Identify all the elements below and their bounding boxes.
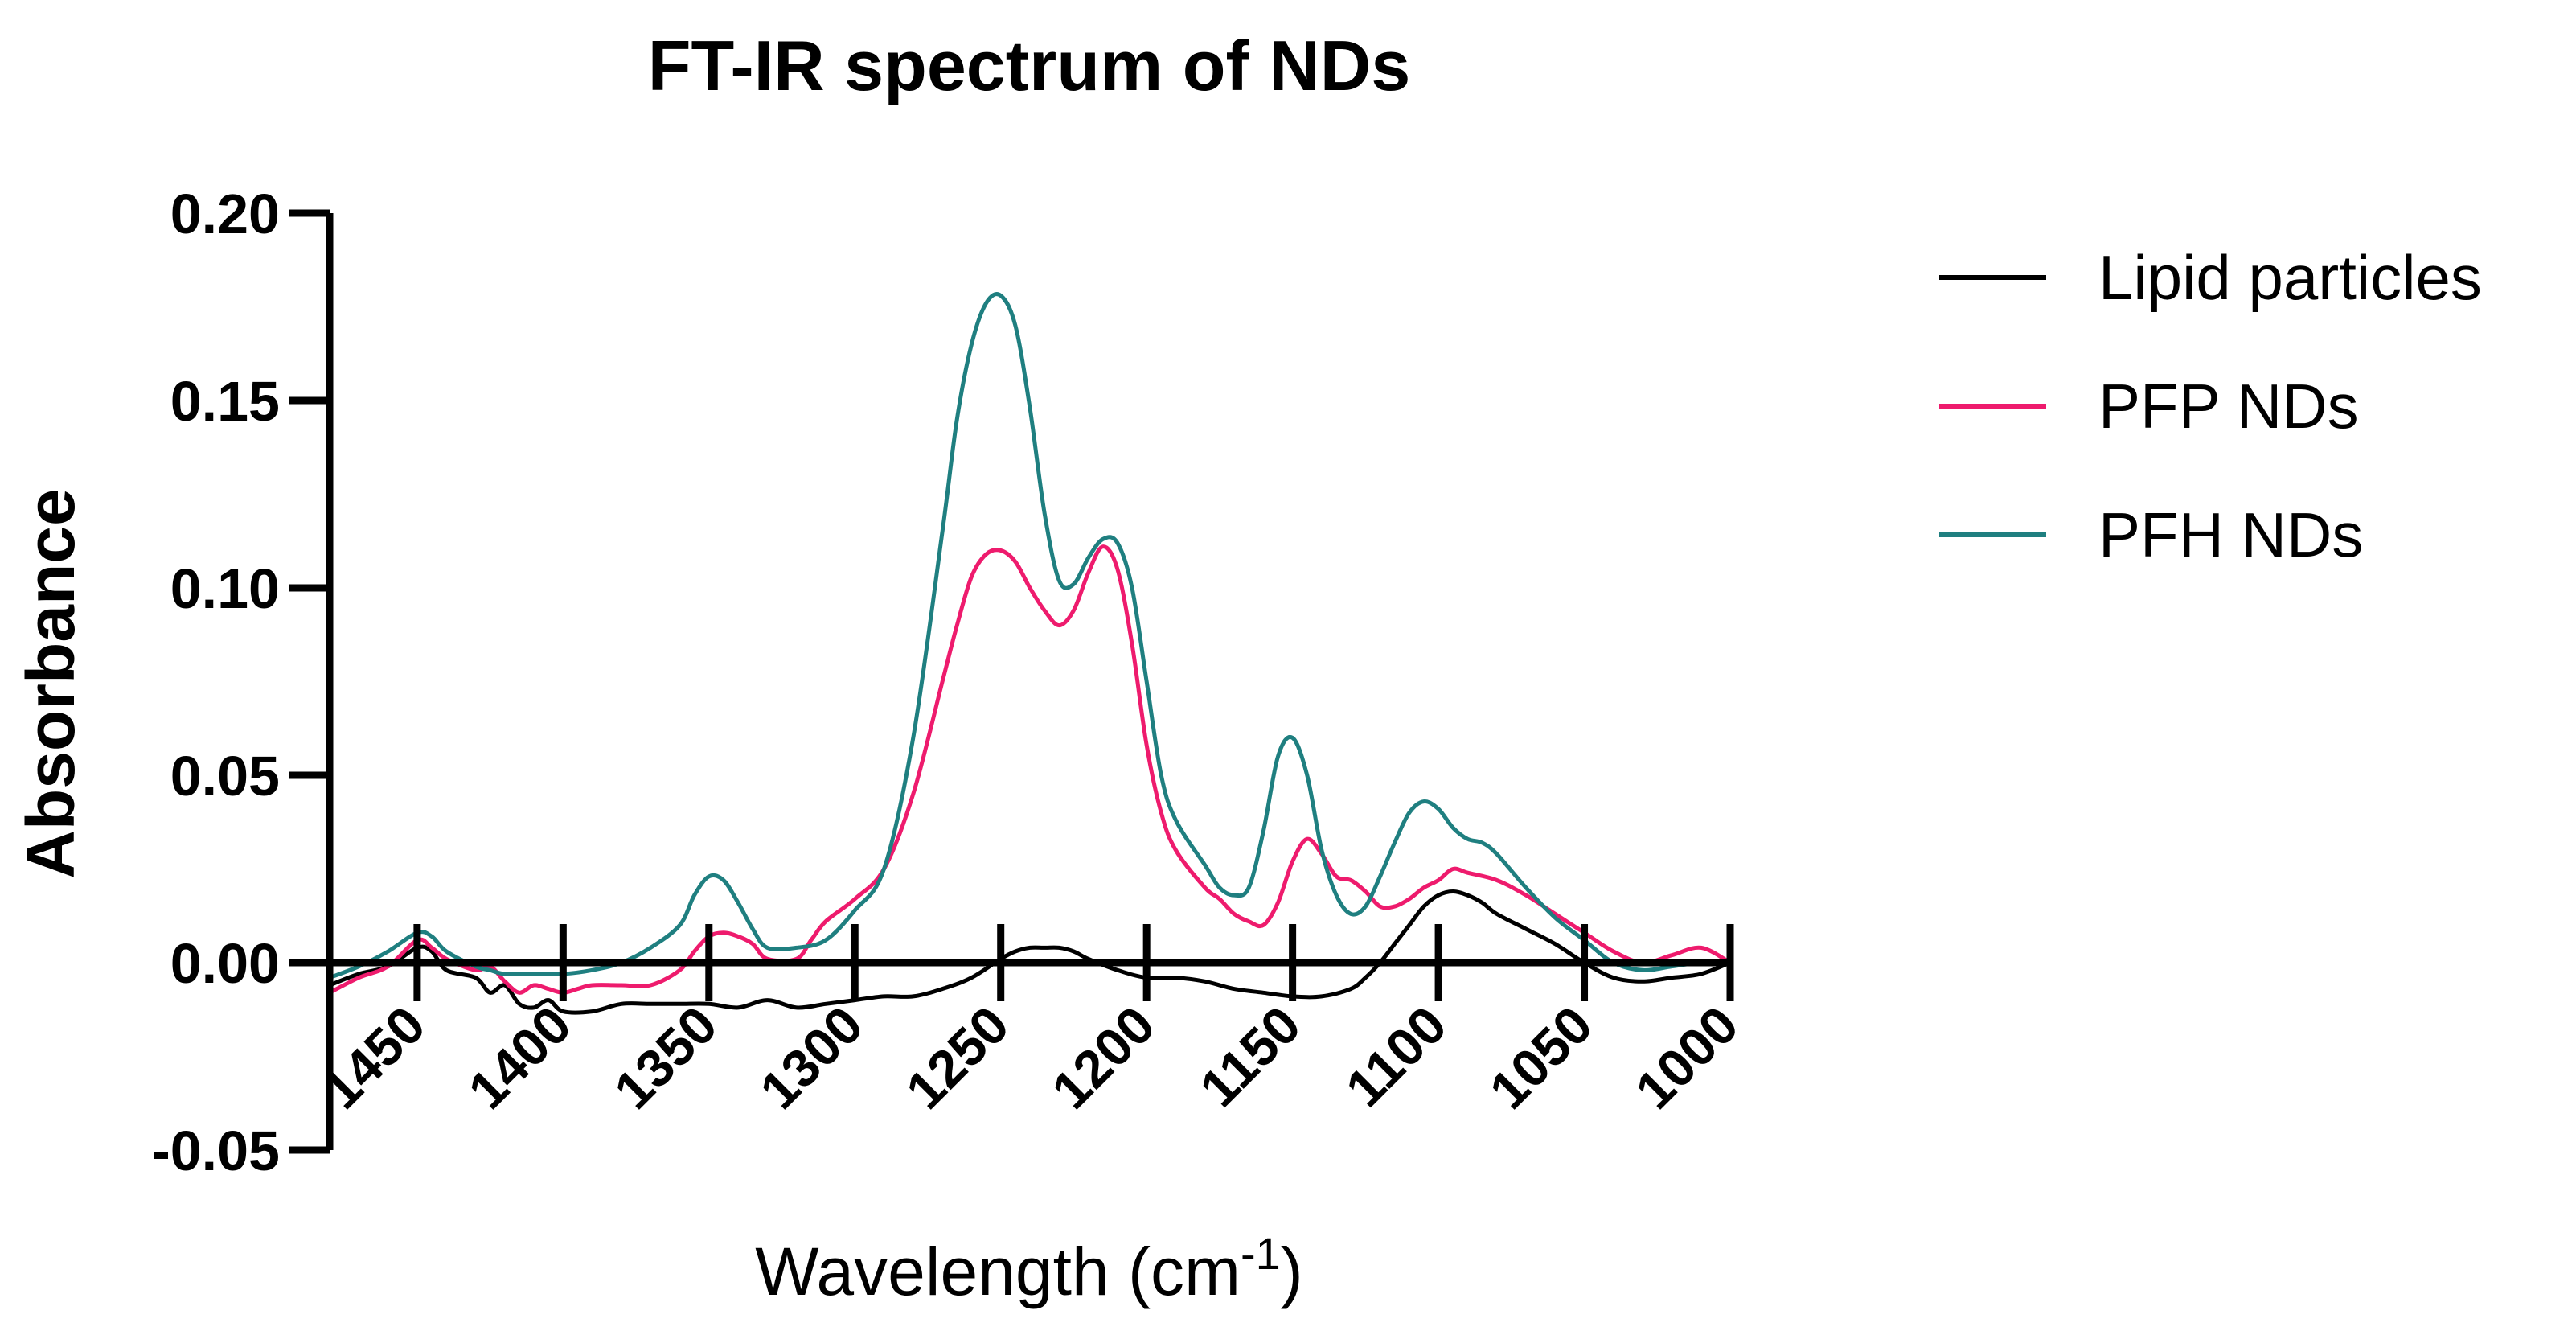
y-axis-label: Absorbance <box>13 488 88 878</box>
legend-label-pfp-nds: PFP NDs <box>2098 371 2359 442</box>
series-line-pfh-nds <box>327 292 1733 980</box>
series-line-pfp-nds <box>327 544 1733 995</box>
axes-layer <box>289 209 1734 1154</box>
series-layer <box>327 292 1733 1015</box>
x-tick-label: 1250 <box>894 995 1019 1120</box>
x-tick-label: 1200 <box>1040 995 1166 1120</box>
x-tick-label: 1000 <box>1624 995 1749 1120</box>
y-tick-label: 0.00 <box>170 932 280 995</box>
legend-label-pfh-nds: PFH NDs <box>2098 499 2363 570</box>
y-tick-label: 0.15 <box>170 370 280 433</box>
y-tick-label: -0.05 <box>151 1119 280 1182</box>
x-axis-label: Wavelength (cm-1) <box>755 1228 1303 1309</box>
chart-title: FT-IR spectrum of NDs <box>648 26 1411 105</box>
series-line-lipid-particles <box>327 889 1733 1015</box>
x-tick-label: 1100 <box>1334 995 1458 1119</box>
legend: Lipid particles PFP NDs PFH NDs <box>1939 242 2482 570</box>
y-tick-label: 0.05 <box>170 745 280 807</box>
x-tick-label: 1050 <box>1478 995 1603 1120</box>
x-tick-label: 1300 <box>749 995 874 1120</box>
y-tick-label: 0.20 <box>170 183 280 245</box>
x-tick-label: 1150 <box>1188 995 1312 1119</box>
y-tick-labels: -0.05 0.00 0.05 0.10 0.15 0.20 <box>151 183 280 1182</box>
legend-label-lipid-particles: Lipid particles <box>2098 242 2482 313</box>
y-tick-label: 0.10 <box>170 557 280 620</box>
x-tick-label: 1350 <box>603 995 728 1120</box>
x-tick-labels: 1450 1400 1350 1300 1250 1200 1150 1100 1050 1000 <box>311 995 1749 1120</box>
x-axis-label-superscript: -1 <box>1241 1228 1281 1279</box>
